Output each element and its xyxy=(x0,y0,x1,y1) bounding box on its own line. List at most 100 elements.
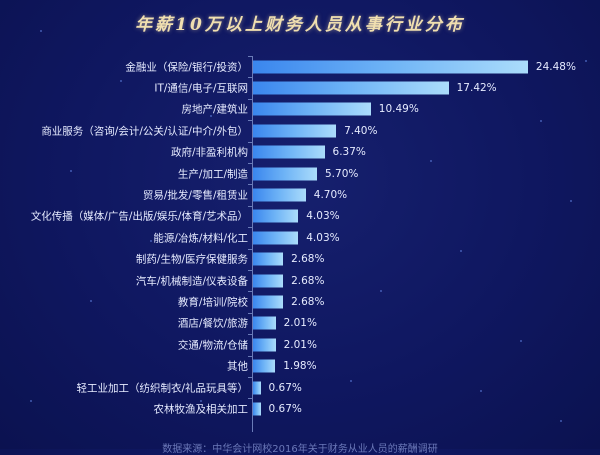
value-label: 2.01% xyxy=(283,317,317,330)
value-label: 1.98% xyxy=(283,360,317,373)
category-label: 贸易/批发/零售/租赁业 xyxy=(142,189,248,202)
axis-tick xyxy=(248,398,252,400)
axis-tick xyxy=(248,227,252,229)
star-dot xyxy=(460,250,462,252)
bar xyxy=(253,102,371,116)
bar xyxy=(253,381,261,395)
category-label: 农林牧渔及相关加工 xyxy=(153,403,249,416)
star-dot xyxy=(540,120,542,122)
axis-tick xyxy=(248,120,252,122)
category-label: 其他 xyxy=(227,360,248,373)
value-label: 2.68% xyxy=(291,274,325,287)
value-label: 2.68% xyxy=(291,253,325,266)
bar-row: 贸易/批发/零售/租赁业 4.70% xyxy=(0,184,600,205)
bar-row: 房地产/建筑业 10.49% xyxy=(0,98,600,120)
category-label: 酒店/餐饮/旅游 xyxy=(177,317,248,330)
star-dot xyxy=(560,420,562,422)
axis-tick xyxy=(248,163,252,164)
bar-row: 轻工业加工（纺织制衣/礼品玩具等） 0.67% xyxy=(0,377,600,398)
axis-tick xyxy=(248,56,252,57)
axis-tick xyxy=(248,77,252,79)
category-label: 文化传播（媒体/广告/出版/娱乐/体育/艺术品） xyxy=(30,210,248,223)
category-label: 轻工业加工（纺织制衣/礼品玩具等） xyxy=(76,382,248,395)
axis-tick xyxy=(248,291,252,293)
category-label: 能源/冶炼/材料/化工 xyxy=(153,232,248,245)
star-dot xyxy=(120,80,122,82)
value-label: 2.01% xyxy=(283,338,317,351)
value-label: 0.67% xyxy=(268,381,302,394)
bar xyxy=(253,359,276,373)
bar xyxy=(253,167,317,181)
star-dot xyxy=(380,290,382,292)
bar xyxy=(253,231,299,245)
value-label: 4.03% xyxy=(306,231,340,244)
category-label: 政府/非盈利机构 xyxy=(170,146,248,159)
bar xyxy=(253,252,284,266)
axis-tick xyxy=(248,355,252,357)
star-dot xyxy=(200,400,202,402)
star-dot xyxy=(300,20,302,22)
bar-row: 能源/冶炼/材料/化工 4.03% xyxy=(0,227,600,248)
category-label: 汽车/机械制造/仪表设备 xyxy=(135,275,248,288)
axis-tick xyxy=(248,312,252,314)
star-dot xyxy=(430,160,432,162)
data-source-footer: 数据来源：中华会计网校2016年关于财务从业人员的薪酬调研 xyxy=(162,444,438,455)
star-dot xyxy=(40,30,42,32)
star-dot xyxy=(30,400,32,402)
bar xyxy=(253,316,276,330)
axis-tick xyxy=(248,334,252,336)
bar-row: 汽车/机械制造/仪表设备 2.68% xyxy=(0,270,600,291)
bar-row: 商业服务（咨询/会计/公关/认证/中介/外包） 7.40% xyxy=(0,120,600,141)
bar-row: 金融业（保险/银行/投资） 24.48% xyxy=(0,56,600,77)
value-label: 6.37% xyxy=(332,146,366,159)
bar-row: 政府/非盈利机构 6.37% xyxy=(0,141,600,163)
star-dot xyxy=(150,240,152,242)
value-label: 2.68% xyxy=(291,296,325,309)
star-dot xyxy=(585,60,587,62)
axis-tick xyxy=(248,141,252,143)
category-label: 金融业（保险/银行/投资） xyxy=(125,61,248,74)
bar xyxy=(253,402,261,416)
category-label: 制药/生物/医疗保健服务 xyxy=(135,253,248,266)
axis-tick xyxy=(248,248,252,250)
axis-tick xyxy=(248,270,252,271)
star-dot xyxy=(90,300,92,302)
bar-row: 文化传播（媒体/广告/出版/娱乐/体育/艺术品） 4.03% xyxy=(0,205,600,227)
value-label: 24.48% xyxy=(535,60,576,73)
bar-row: 教育/培训/院校 2.68% xyxy=(0,291,600,312)
bar-row: 农林牧渔及相关加工 0.67% xyxy=(0,398,600,419)
bar xyxy=(253,188,306,202)
value-label: 0.67% xyxy=(268,403,302,416)
bar-row: 制药/生物/医疗保健服务 2.68% xyxy=(0,248,600,270)
category-label: 商业服务（咨询/会计/公关/认证/中介/外包） xyxy=(41,125,248,138)
chart-title: 年薪10万以上财务人员从事行业分布 xyxy=(135,15,465,35)
value-label: 7.40% xyxy=(344,124,378,137)
bar-row: IT/通信/电子/互联网 17.42% xyxy=(0,77,600,98)
bar-row: 酒店/餐饮/旅游 2.01% xyxy=(0,312,600,334)
axis-tick xyxy=(248,98,252,100)
category-label: 房地产/建筑业 xyxy=(181,103,248,116)
bar xyxy=(253,145,325,159)
star-dot xyxy=(480,390,482,392)
axis-tick xyxy=(248,205,252,207)
bar-row: 其他 1.98% xyxy=(0,355,600,377)
star-dot xyxy=(350,380,352,382)
category-label: IT/通信/电子/互联网 xyxy=(154,82,248,95)
bar-row: 生产/加工/制造 5.70% xyxy=(0,163,600,184)
bar xyxy=(253,81,449,95)
category-label: 生产/加工/制造 xyxy=(177,168,248,181)
bar xyxy=(253,60,528,74)
value-label: 4.03% xyxy=(306,210,340,223)
y-axis-line xyxy=(252,56,253,432)
category-label: 教育/培训/院校 xyxy=(177,296,248,309)
axis-tick xyxy=(248,184,252,186)
bar xyxy=(253,295,284,309)
value-label: 10.49% xyxy=(378,103,419,116)
bar xyxy=(253,209,299,223)
star-dot xyxy=(570,200,572,202)
bar xyxy=(253,338,276,352)
value-label: 5.70% xyxy=(325,167,359,180)
bar xyxy=(253,124,337,138)
value-label: 4.70% xyxy=(313,189,348,202)
axis-tick xyxy=(248,377,252,378)
